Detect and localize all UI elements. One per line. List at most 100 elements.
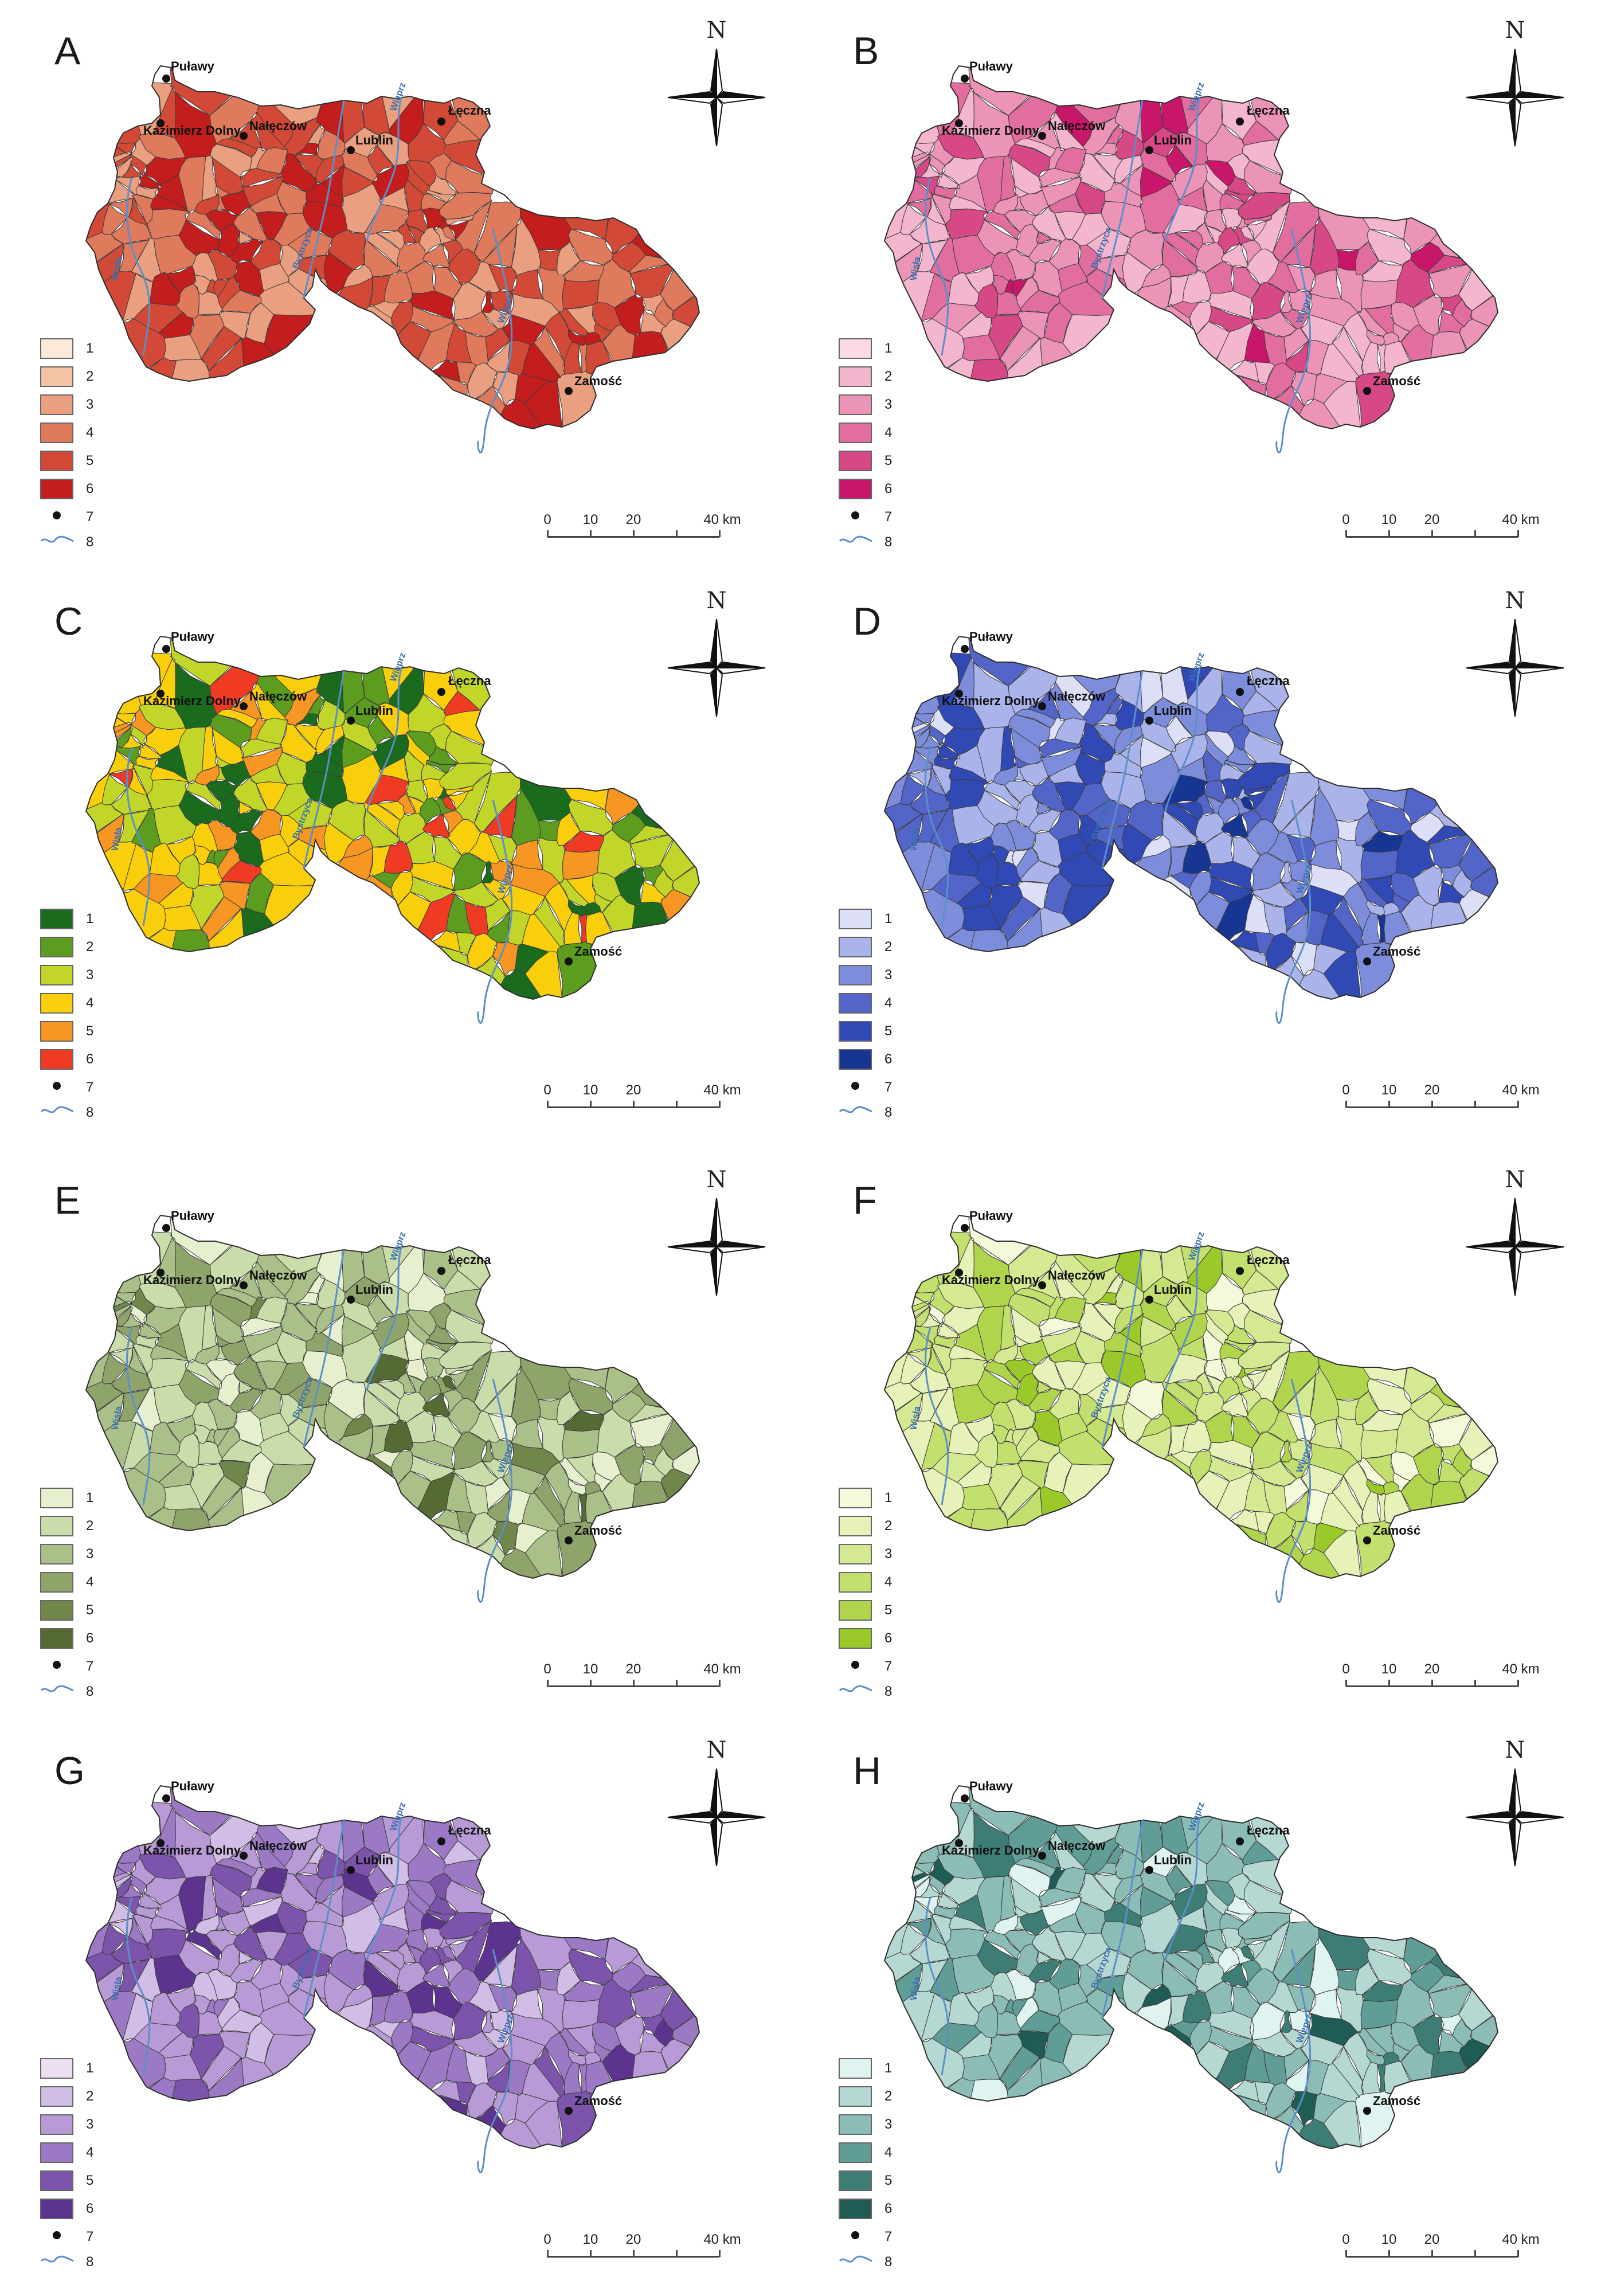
municipality-polygon bbox=[295, 143, 319, 155]
municipality-polygon bbox=[1167, 1423, 1189, 1457]
municipality-polygon bbox=[612, 241, 647, 272]
municipality-polygon bbox=[1038, 1380, 1053, 1394]
city-label: Łęczna bbox=[448, 1253, 491, 1267]
city-marker bbox=[1038, 1281, 1046, 1289]
municipality-polygon bbox=[1206, 123, 1246, 163]
legend-swatch bbox=[40, 909, 73, 929]
legend-label: 8 bbox=[884, 1684, 893, 1699]
town-symbol-icon bbox=[851, 511, 859, 519]
municipality-polygon bbox=[239, 1380, 255, 1394]
legend-label: 1 bbox=[86, 341, 94, 356]
municipality-polygon bbox=[672, 1419, 699, 1496]
scale-label: 20 bbox=[625, 512, 641, 527]
choropleth-map: Wisła BystrzycaWieprzWieprzPuławyKazimier… bbox=[85, 59, 700, 454]
scale-label: 10 bbox=[1381, 1661, 1397, 1677]
river-label: Wisła bbox=[909, 1976, 922, 2001]
city-marker bbox=[565, 957, 573, 965]
municipality-polygon bbox=[1245, 248, 1279, 286]
municipality-polygon bbox=[640, 1458, 667, 1483]
municipality-polygon bbox=[1140, 1316, 1172, 1348]
municipality-polygon bbox=[447, 248, 481, 286]
legend-swatch bbox=[839, 394, 872, 415]
municipality-polygon bbox=[1243, 160, 1293, 194]
municipality-polygon bbox=[1279, 861, 1293, 883]
scale-label: 0 bbox=[1342, 2232, 1350, 2247]
city-marker bbox=[1363, 387, 1371, 395]
municipality-polygon bbox=[405, 1358, 429, 1383]
municipality-polygon bbox=[948, 1344, 988, 1363]
region-outline bbox=[85, 65, 700, 430]
city-label: Zamość bbox=[574, 944, 622, 959]
municipality-polygon bbox=[249, 193, 287, 214]
city-label: Zamość bbox=[1373, 374, 1420, 388]
legend-label: 8 bbox=[86, 1684, 94, 1699]
municipality-polygon bbox=[557, 241, 581, 276]
city-label: Kazimierz Dolny bbox=[143, 123, 241, 138]
municipality-polygon bbox=[468, 1410, 500, 1443]
municipality-polygon bbox=[1438, 879, 1465, 904]
municipality-polygon bbox=[1094, 1292, 1118, 1305]
scale-label: 0 bbox=[1342, 1082, 1350, 1098]
municipality-polygon bbox=[341, 737, 374, 769]
municipality-polygon bbox=[1247, 220, 1268, 241]
municipality-polygon bbox=[302, 201, 348, 239]
municipality-polygon bbox=[567, 328, 586, 346]
legend-label: 8 bbox=[86, 534, 94, 550]
panel-letter: A bbox=[54, 29, 81, 73]
municipality-polygon bbox=[216, 1288, 258, 1308]
municipality-polygon bbox=[481, 291, 494, 313]
river-symbol-icon bbox=[40, 535, 74, 543]
city-label: Kazimierz Dolny bbox=[942, 1843, 1040, 1857]
legend-label: 2 bbox=[86, 369, 94, 384]
municipality-polygon bbox=[937, 133, 985, 160]
scale-tick bbox=[547, 2250, 549, 2257]
river-line bbox=[1101, 100, 1144, 299]
legend-swatch bbox=[40, 451, 73, 471]
municipality-polygon bbox=[128, 197, 148, 227]
municipality-polygon bbox=[612, 812, 647, 843]
city-label: Puławy bbox=[171, 1208, 215, 1223]
city-marker bbox=[1145, 717, 1153, 725]
municipality-polygon bbox=[1054, 1296, 1087, 1324]
municipality-polygon bbox=[1247, 790, 1268, 811]
municipality-polygon bbox=[365, 774, 409, 805]
city-label: Nałęczów bbox=[249, 689, 307, 703]
municipality-polygon bbox=[1355, 1961, 1380, 1996]
city-marker bbox=[1038, 132, 1046, 140]
municipality-polygon bbox=[1062, 314, 1121, 373]
municipality-polygon bbox=[1265, 1512, 1297, 1552]
legend-label: 8 bbox=[86, 2254, 94, 2270]
municipality-polygon bbox=[468, 261, 500, 294]
municipality-polygon bbox=[993, 764, 1018, 786]
legend-label: 4 bbox=[884, 995, 893, 1011]
municipality-polygon bbox=[175, 1433, 200, 1468]
legend-label: 3 bbox=[884, 1546, 893, 1562]
municipality-polygon bbox=[323, 822, 354, 873]
municipality-polygon bbox=[467, 933, 498, 973]
municipality-polygon bbox=[612, 1961, 647, 1992]
municipality-polygon bbox=[216, 709, 258, 729]
municipality-polygon bbox=[1266, 1410, 1299, 1443]
scale-tick bbox=[676, 530, 678, 537]
municipality-polygon bbox=[1265, 2082, 1297, 2123]
scale-label: 10 bbox=[1381, 2232, 1397, 2247]
municipality-polygon bbox=[397, 242, 428, 274]
region-outline bbox=[883, 65, 1499, 430]
legend-swatch bbox=[40, 423, 73, 443]
municipality-polygon bbox=[614, 2014, 644, 2056]
municipality-polygon bbox=[1206, 1272, 1246, 1313]
municipality-polygon bbox=[1015, 138, 1056, 158]
municipality-polygon bbox=[1366, 899, 1385, 916]
municipality-polygon bbox=[129, 1874, 147, 1895]
city-label: Lublin bbox=[1154, 703, 1192, 718]
scale-label: 10 bbox=[1381, 1082, 1397, 1098]
map-panel-f: Wisła Bystrzyca Wieprz Wieprz Puławy Kazimier… bbox=[798, 1149, 1597, 1723]
scale-tick bbox=[1474, 2250, 1476, 2257]
scale-tick bbox=[590, 530, 592, 537]
legend-swatch bbox=[839, 965, 872, 985]
panel-letter: D bbox=[853, 600, 882, 643]
city-marker bbox=[240, 702, 248, 710]
municipality-polygon bbox=[221, 290, 262, 314]
legend-swatch bbox=[839, 2058, 872, 2079]
scale-tick bbox=[1517, 530, 1519, 537]
